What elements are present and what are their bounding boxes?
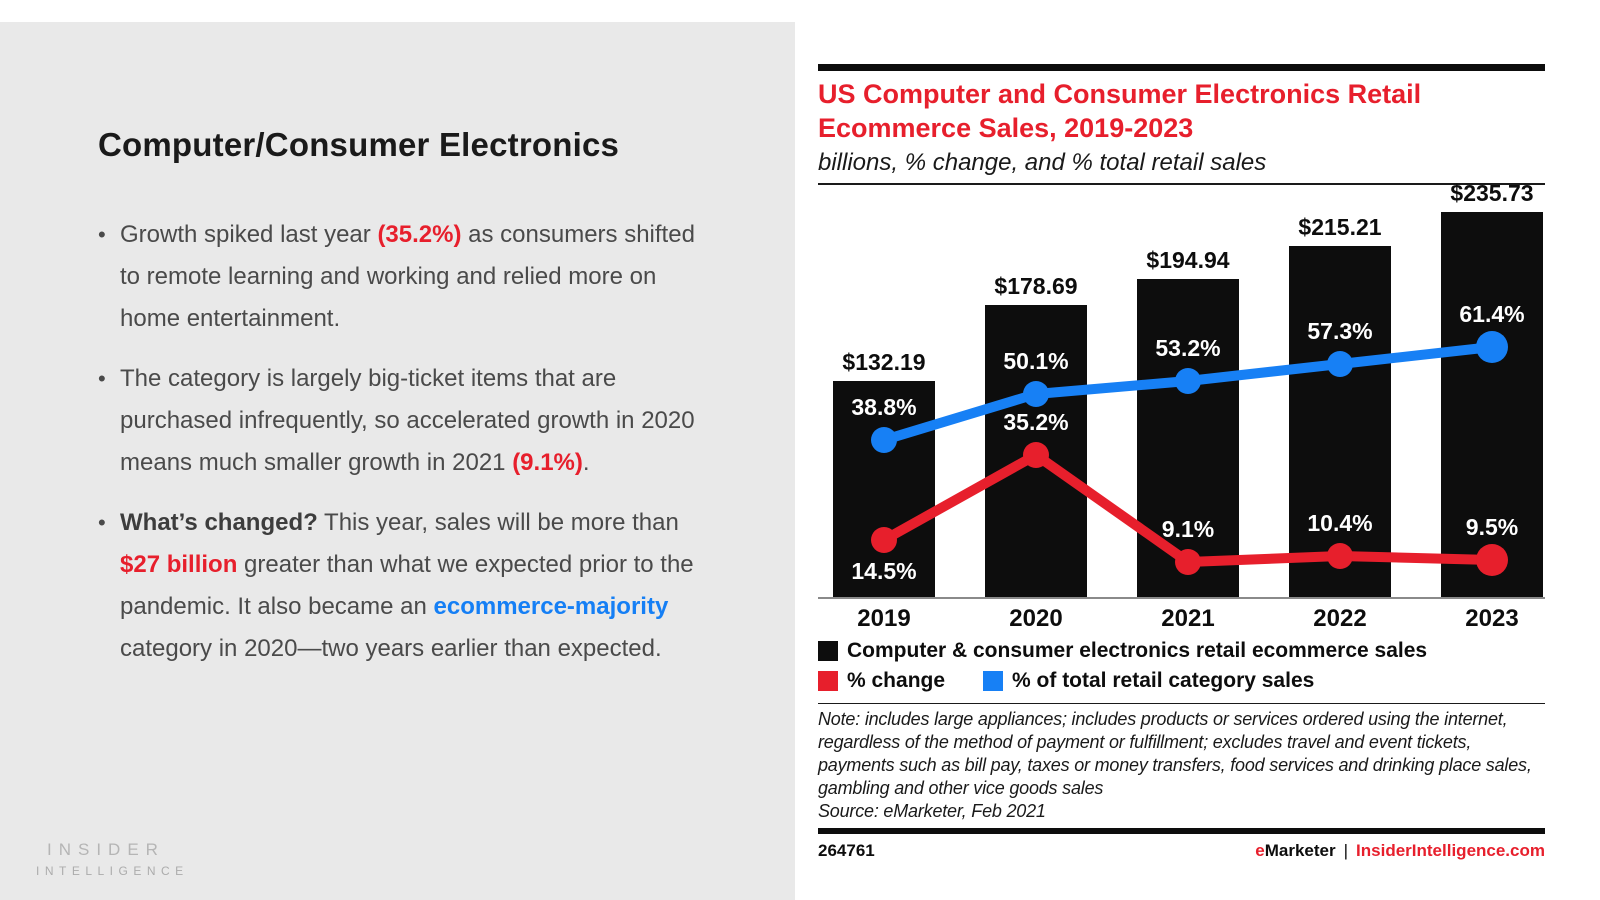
- chart-title: US Computer and Consumer Electronics Ret…: [818, 77, 1545, 145]
- bar-2019: [833, 381, 935, 597]
- bullet-segment-plain: Growth spiked last year: [120, 221, 378, 248]
- line-series-overlay: [871, 331, 1508, 576]
- brand-emarketer-rest: Marketer: [1264, 841, 1336, 860]
- chart-header-rule: [818, 183, 1545, 185]
- line-pct-change: [879, 450, 1497, 567]
- insider-intelligence-logo: INSIDER INTELLIGENCE: [36, 840, 189, 878]
- left-text-panel: Computer/Consumer Electronics • Growth sp…: [0, 22, 795, 900]
- legend-item-bars: Computer & consumer electronics retail e…: [818, 639, 1427, 663]
- logo-line-insider: INSIDER: [47, 840, 165, 859]
- bullet-marker: •: [98, 510, 106, 535]
- bar-value-label-2022: $215.21: [1298, 214, 1382, 240]
- data-point-2023: [1476, 544, 1508, 576]
- chart-note: Note: includes large appliances; include…: [818, 709, 1532, 798]
- legend-item-pct-change: % change: [818, 669, 945, 693]
- footer-rule: [818, 828, 1545, 834]
- bullet-text: What’s changed? This year, sales will be…: [120, 502, 710, 670]
- bar-value-label-2021: $194.94: [1146, 247, 1230, 273]
- bullet-text: Growth spiked last year (35.2%) as consu…: [120, 214, 710, 340]
- data-point-2020: [1023, 381, 1049, 407]
- bullet-marker: •: [98, 366, 106, 391]
- pct-label-2021: 9.1%: [1161, 516, 1215, 542]
- data-point-2021: [1175, 368, 1201, 394]
- legend-label-pct-total: % of total retail category sales: [1012, 669, 1315, 692]
- note-divider: [818, 703, 1545, 704]
- bullet-segment-red: (9.1%): [512, 449, 583, 476]
- chart-plot-area: $132.19 $178.69 $194.94 $215.21 $235.73 14.5%…: [818, 180, 1545, 599]
- chart-subtitle: billions, % change, and % total retail s…: [818, 149, 1267, 176]
- data-point-2022: [1327, 351, 1353, 377]
- x-tick-2019: 2019: [857, 605, 911, 632]
- legend-swatch-black: [818, 641, 838, 661]
- brand-emarketer-e: e: [1255, 841, 1265, 860]
- pct-label-2021: 53.2%: [1155, 335, 1221, 361]
- bar-2022: [1289, 246, 1391, 597]
- x-tick-2022: 2022: [1313, 605, 1367, 632]
- pct-label-2023: 61.4%: [1459, 301, 1525, 327]
- bullet-item-3: • What’s changed? This year, sales will b…: [98, 502, 718, 670]
- pct-label-2023: 9.5%: [1465, 514, 1519, 540]
- bullet-segment-plain: The category is largely big-ticket items…: [120, 365, 695, 476]
- chart-footer: 264761 eMarketer | InsiderIntelligence.com: [818, 841, 1545, 861]
- chart-legend: Computer & consumer electronics retail e…: [818, 639, 1545, 693]
- bar-2023: [1441, 212, 1543, 597]
- chart-card: US Computer and Consumer Electronics Ret…: [818, 64, 1545, 861]
- x-axis-labels: 2019 2020 2021 2022 2023: [818, 599, 1545, 633]
- page-title: Computer/Consumer Electronics: [98, 126, 620, 163]
- bullet-marker: •: [98, 222, 106, 247]
- legend-item-pct-total: % of total retail category sales: [983, 669, 1314, 693]
- data-point-2019: [871, 427, 897, 453]
- pct-label-2019: 14.5%: [851, 558, 917, 584]
- bullet-item-2: • The category is largely big-ticket item…: [98, 358, 718, 484]
- chart-title-line2: Ecommerce Sales, 2019-2023: [818, 113, 1194, 143]
- brand-footer: eMarketer | InsiderIntelligence.com: [1255, 841, 1545, 861]
- bullet-segment-plain: greater than what we expected prior to t…: [120, 551, 694, 620]
- chart-source: Source: eMarketer, Feb 2021: [818, 801, 1046, 821]
- bar-value-label-2023: $235.73: [1450, 180, 1534, 206]
- bullet-segment-red: $27 billion: [120, 551, 238, 578]
- logo-line-intelligence: INTELLIGENCE: [36, 864, 189, 878]
- chart-top-rule: [818, 64, 1545, 71]
- bullet-segment-plain: as consumers shifted to remote learning …: [120, 221, 695, 332]
- data-point-2020: [1023, 442, 1049, 468]
- bullet-segment-red: (35.2%): [377, 221, 462, 248]
- legend-label-pct-change: % change: [847, 669, 946, 692]
- bullet-segment-plain: This year, sales will be more than: [317, 509, 679, 536]
- x-tick-2023: 2023: [1465, 605, 1519, 632]
- bar-value-label-2020: $178.69: [994, 273, 1078, 299]
- bullet-segment-plain: category in 2020—two years earlier than …: [120, 635, 662, 662]
- bullet-segment-blue: ecommerce-majority: [433, 593, 669, 620]
- pct-label-2020: 35.2%: [1003, 409, 1069, 435]
- bullet-list: • Growth spiked last year (35.2%) as cons…: [98, 214, 718, 670]
- pct-label-2022: 57.3%: [1307, 318, 1373, 344]
- chart-id: 264761: [818, 841, 875, 860]
- bullet-segment-plain: .: [582, 449, 590, 476]
- bullet-segment-bold: What’s changed?: [120, 509, 318, 536]
- bar-value-label-2019: $132.19: [842, 349, 926, 375]
- bullet-item-1: • Growth spiked last year (35.2%) as cons…: [98, 214, 718, 340]
- brand-separator: |: [1343, 841, 1349, 860]
- data-point-2023: [1476, 331, 1508, 363]
- brand-site-link[interactable]: InsiderIntelligence.com: [1356, 841, 1545, 860]
- x-tick-2020: 2020: [1009, 605, 1063, 632]
- chart-title-line1: US Computer and Consumer Electronics Ret…: [818, 79, 1422, 109]
- data-point-2019: [871, 527, 897, 553]
- legend-swatch-blue: [983, 671, 1004, 691]
- data-point-2022: [1327, 543, 1353, 569]
- x-tick-2021: 2021: [1161, 605, 1215, 632]
- pct-label-2020: 50.1%: [1003, 348, 1069, 374]
- pct-label-2022: 10.4%: [1307, 510, 1373, 536]
- pct-label-2019: 38.8%: [851, 394, 917, 420]
- legend-label-bars: Computer & consumer electronics retail e…: [847, 639, 1428, 662]
- data-point-2021: [1175, 549, 1201, 575]
- bullet-text: The category is largely big-ticket items…: [120, 358, 710, 484]
- legend-swatch-red: [818, 671, 838, 691]
